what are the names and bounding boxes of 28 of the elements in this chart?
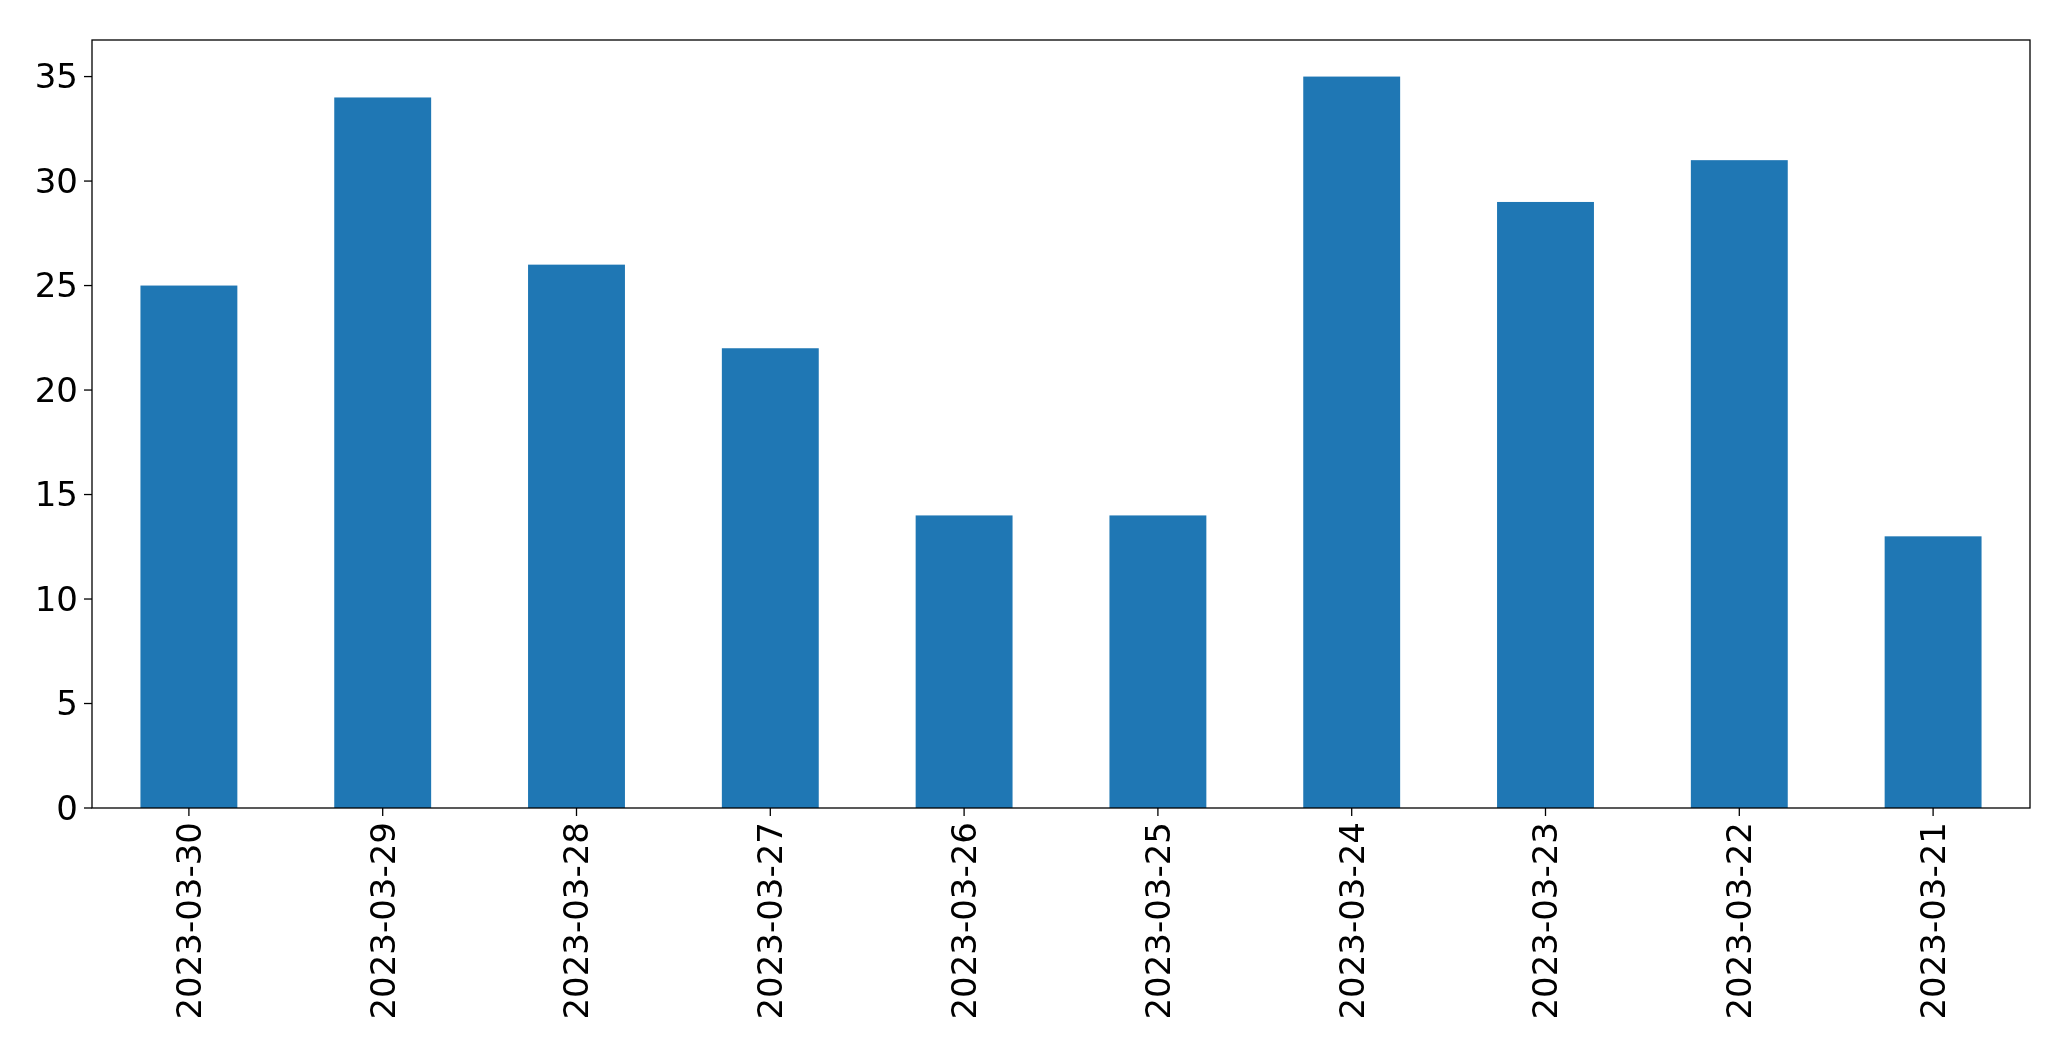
y-tick-label: 5 xyxy=(56,683,78,724)
x-tick-label: 2023-03-28 xyxy=(556,822,597,1020)
x-tick-label: 2023-03-23 xyxy=(1525,822,1566,1020)
bar xyxy=(1109,515,1207,808)
x-tick-label: 2023-03-30 xyxy=(168,822,209,1020)
x-tick-label: 2023-03-24 xyxy=(1331,822,1372,1020)
y-tick-label: 35 xyxy=(34,56,78,97)
x-tick-label: 2023-03-26 xyxy=(944,822,984,1020)
x-tick-label: 2023-03-21 xyxy=(1913,822,1953,1020)
y-tick-label: 0 xyxy=(56,787,78,828)
bar xyxy=(915,515,1013,808)
y-tick-label: 20 xyxy=(34,369,78,410)
x-tick-label: 2023-03-29 xyxy=(362,822,403,1020)
y-tick-label: 30 xyxy=(34,160,78,201)
bar xyxy=(1884,536,1982,808)
bar xyxy=(721,348,819,808)
y-tick-label: 10 xyxy=(34,578,78,619)
x-tick-label: 2023-03-27 xyxy=(750,822,791,1020)
bar xyxy=(1690,160,1788,808)
bar xyxy=(334,97,432,808)
y-tick-label: 15 xyxy=(34,474,78,515)
x-tick-label: 2023-03-22 xyxy=(1719,822,1760,1020)
bar xyxy=(528,264,625,808)
y-tick-label: 25 xyxy=(34,265,78,306)
x-tick-label: 2023-03-25 xyxy=(1137,822,1178,1020)
bar xyxy=(140,285,238,808)
bar xyxy=(1303,76,1401,808)
bar xyxy=(1497,201,1594,808)
